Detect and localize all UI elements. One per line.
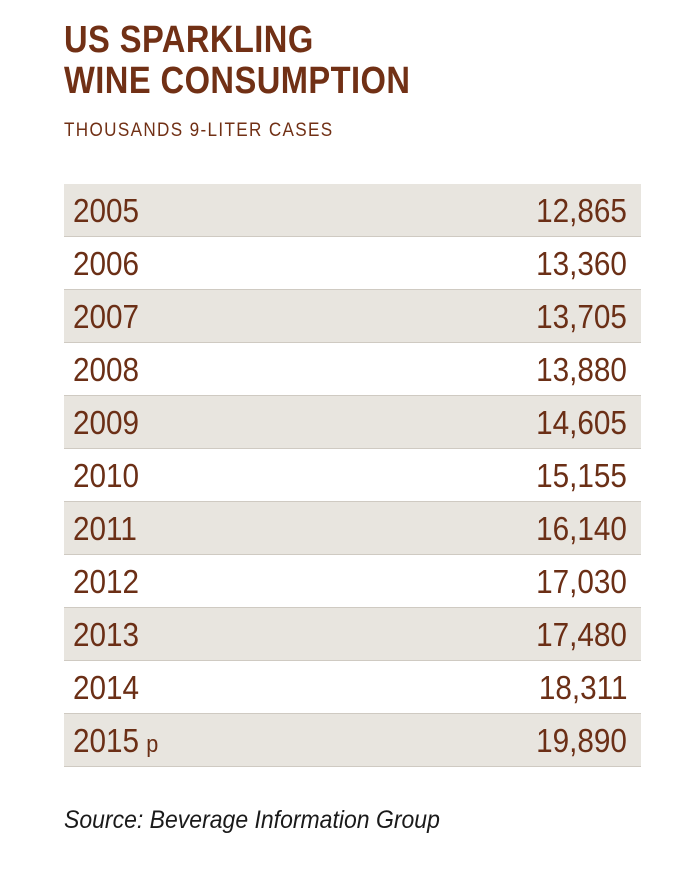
table-row: 2011 16,140 bbox=[64, 502, 641, 555]
value-cell: 12,865 bbox=[536, 192, 627, 229]
table-row: 2015 p 19,890 bbox=[64, 714, 641, 767]
year-cell: 2005 bbox=[73, 192, 139, 230]
year-label: 2009 bbox=[73, 404, 140, 441]
value-cell: 17,030 bbox=[536, 563, 627, 600]
preliminary-mark: p bbox=[146, 731, 159, 758]
year-label: 2006 bbox=[73, 245, 140, 282]
table-row: 2007 13,705 bbox=[64, 290, 641, 343]
table-row: 2010 15,155 bbox=[64, 449, 641, 502]
year-cell: 2009 bbox=[73, 404, 139, 442]
year-cell: 2012 bbox=[73, 563, 139, 601]
chart-title-line-1: US SPARKLING bbox=[64, 19, 314, 61]
year-label: 2015 bbox=[73, 722, 140, 759]
value-cell: 13,880 bbox=[536, 351, 627, 388]
value-cell: 16,140 bbox=[536, 510, 627, 547]
data-table: 2005 12,865 2006 13,360 2007 13,705 2008 13,880… bbox=[64, 184, 641, 767]
table-row: 2012 17,030 bbox=[64, 555, 641, 608]
value-cell: 19,890 bbox=[536, 722, 627, 759]
year-label: 2005 bbox=[73, 192, 140, 229]
year-cell: 2014 bbox=[73, 669, 139, 707]
table-row: 2008 13,880 bbox=[64, 343, 641, 396]
chart-title-line-2: WINE CONSUMPTION bbox=[64, 60, 411, 102]
year-label: 2014 bbox=[73, 669, 140, 706]
year-cell: 2006 bbox=[73, 245, 139, 283]
table-row: 2009 14,605 bbox=[64, 396, 641, 449]
year-label: 2008 bbox=[73, 351, 140, 388]
year-label: 2013 bbox=[73, 616, 140, 653]
year-label: 2007 bbox=[73, 298, 140, 335]
table-row: 2005 12,865 bbox=[64, 184, 641, 237]
table-row: 2013 17,480 bbox=[64, 608, 641, 661]
chart-subtitle: THOUSANDS 9-LITER CASES bbox=[64, 120, 334, 141]
value-cell: 15,155 bbox=[536, 457, 627, 494]
year-label: 2012 bbox=[73, 563, 140, 600]
table-row: 2014 18,311 bbox=[64, 661, 641, 714]
value-cell: 14,605 bbox=[536, 404, 627, 441]
table-row: 2006 13,360 bbox=[64, 237, 641, 290]
chart-title: US SPARKLING WINE CONSUMPTION bbox=[64, 20, 410, 102]
year-cell: 2013 bbox=[73, 616, 139, 654]
value-cell: 13,705 bbox=[536, 298, 627, 335]
source-note: Source: Beverage Information Group bbox=[64, 806, 440, 834]
value-cell: 13,360 bbox=[536, 245, 627, 282]
value-cell: 18,311 bbox=[538, 669, 627, 706]
year-cell: 2015 p bbox=[73, 722, 158, 764]
year-label: 2011 bbox=[73, 510, 137, 547]
value-cell: 17,480 bbox=[536, 616, 627, 653]
year-cell: 2007 bbox=[73, 298, 139, 336]
year-cell: 2010 bbox=[73, 457, 139, 495]
year-cell: 2011 bbox=[73, 510, 137, 548]
year-label: 2010 bbox=[73, 457, 140, 494]
year-cell: 2008 bbox=[73, 351, 139, 389]
